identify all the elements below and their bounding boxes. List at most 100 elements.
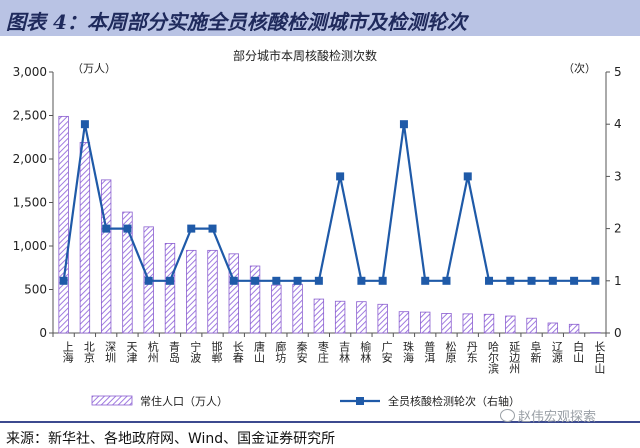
line-point bbox=[314, 276, 323, 285]
line-point bbox=[378, 276, 387, 285]
bar bbox=[483, 313, 495, 334]
watermark-text: 赵伟宏观探索 bbox=[518, 410, 597, 425]
left-tick-label: 1,500 bbox=[13, 196, 47, 210]
line-point bbox=[463, 172, 472, 181]
line-series bbox=[59, 120, 600, 285]
x-tick-label: 延边州 bbox=[508, 341, 521, 374]
left-tick-label: 1,000 bbox=[13, 239, 47, 253]
bar bbox=[122, 211, 133, 334]
chart-title: 部分城市本周核酸检测次数 bbox=[233, 48, 377, 63]
x-tick-label: 长春 bbox=[231, 341, 244, 364]
left-tick-label: 500 bbox=[24, 283, 47, 297]
x-tick-labels: 上海 北京 深圳 天津 杭州 青岛 宁波 邯郸 长春 唐山 廊坊 秦安 枣庄 吉林 榆林 广安 珠海 普洱 松原 丹东… bbox=[61, 340, 606, 375]
bar bbox=[547, 322, 559, 334]
x-tick-label: 秦安 bbox=[295, 340, 308, 364]
x-tick-label: 丹东 bbox=[465, 341, 478, 363]
line-point bbox=[527, 276, 536, 285]
x-tick-label: 吉林 bbox=[338, 341, 351, 363]
x-tick-label: 廊坊 bbox=[274, 340, 287, 363]
bar bbox=[100, 179, 112, 334]
bar bbox=[292, 283, 303, 334]
left-tick-label: 3,000 bbox=[13, 65, 47, 79]
chart: 部分城市本周核酸检测次数 （万人） （次） 0 500 1,000 1,500 2,00… bbox=[13, 48, 622, 408]
line-point bbox=[59, 276, 68, 285]
line-point bbox=[570, 276, 579, 285]
bar bbox=[79, 142, 91, 334]
header-band bbox=[0, 0, 640, 36]
bar bbox=[271, 284, 282, 334]
x-tick-label: 榆林 bbox=[359, 340, 372, 363]
x-tick-label: 上海 bbox=[61, 341, 74, 364]
left-tick-label: 2,500 bbox=[13, 109, 47, 123]
line-path bbox=[62, 123, 596, 282]
line-point bbox=[251, 276, 260, 285]
x-tick-label: 阜新 bbox=[529, 341, 542, 363]
x-tick-label: 杭州 bbox=[146, 340, 159, 363]
right-tick-label: 3 bbox=[614, 169, 622, 183]
line-point bbox=[357, 276, 366, 285]
footer-rule bbox=[0, 421, 640, 423]
right-tick-label: 4 bbox=[614, 117, 622, 131]
line-point bbox=[187, 224, 196, 233]
right-tick-label: 5 bbox=[614, 65, 622, 79]
legend-swatch-bar bbox=[91, 395, 133, 406]
x-tick-label: 深圳 bbox=[104, 341, 117, 363]
bar bbox=[420, 311, 431, 334]
bar bbox=[398, 311, 410, 334]
x-tick-label: 普洱 bbox=[423, 340, 436, 364]
line-point bbox=[165, 276, 174, 285]
line-point bbox=[421, 276, 430, 285]
x-tick-label: 松原 bbox=[444, 340, 457, 363]
x-tick-label: 珠海 bbox=[401, 340, 414, 364]
line-point bbox=[442, 276, 451, 285]
watermark: 赵伟宏观探索 bbox=[500, 406, 596, 425]
right-tick-label: 0 bbox=[614, 326, 622, 340]
x-tick-label: 辽源 bbox=[550, 341, 563, 364]
bar bbox=[505, 315, 516, 334]
x-tick-label: 宁波 bbox=[189, 340, 202, 364]
bar bbox=[462, 313, 473, 334]
line-point bbox=[399, 120, 408, 129]
x-tick-label: 广安 bbox=[380, 341, 393, 364]
figure-title: 图表 4：本周部分实施全员核酸检测城市及检测轮次 bbox=[6, 10, 467, 34]
bar bbox=[356, 301, 367, 334]
x-tick-label: 邯郸 bbox=[210, 340, 223, 364]
x-tick-label: 北京 bbox=[82, 341, 95, 364]
x-tick-label: 枣庄 bbox=[316, 341, 329, 364]
left-tick-label: 0 bbox=[39, 326, 47, 340]
left-tick-label: 2,000 bbox=[13, 152, 47, 166]
wechat-icon bbox=[500, 409, 515, 422]
line-point bbox=[123, 224, 132, 233]
x-tick-label: 长白山 bbox=[593, 341, 606, 374]
legend: 常住人口（万人） 全员核酸检测轮次（右轴） bbox=[91, 394, 520, 408]
x-tick-label: 唐山 bbox=[253, 340, 266, 363]
x-tick-label: 青岛 bbox=[167, 341, 180, 364]
legend-label-line: 全员核酸检测轮次（右轴） bbox=[388, 394, 520, 408]
line-point bbox=[102, 224, 111, 233]
bar bbox=[186, 249, 197, 334]
line-point bbox=[229, 276, 238, 285]
x-tick-label: 天津 bbox=[125, 341, 138, 363]
x-tick-label: 哈尔滨 bbox=[487, 341, 500, 375]
bar bbox=[228, 253, 239, 334]
legend-marker-line bbox=[356, 397, 364, 405]
left-axis-unit: （万人） bbox=[72, 62, 116, 75]
bar bbox=[334, 300, 346, 334]
line-point bbox=[80, 120, 89, 129]
legend-label-bar: 常住人口（万人） bbox=[140, 394, 228, 408]
line-point bbox=[272, 276, 281, 285]
source-note: 来源：新华社、各地政府网、Wind、国金证券研究所 bbox=[6, 431, 336, 447]
line-point bbox=[208, 224, 217, 233]
bar bbox=[441, 313, 452, 334]
line-point bbox=[485, 276, 494, 285]
line-point bbox=[293, 276, 302, 285]
bar bbox=[568, 323, 580, 334]
right-axis-unit: （次） bbox=[563, 61, 596, 75]
bar bbox=[313, 298, 325, 334]
x-tick-label: 白山 bbox=[572, 340, 585, 363]
line-point bbox=[506, 276, 515, 285]
line-point bbox=[548, 276, 557, 285]
bar bbox=[58, 115, 69, 334]
line-point bbox=[144, 276, 153, 285]
bar bbox=[207, 249, 218, 334]
